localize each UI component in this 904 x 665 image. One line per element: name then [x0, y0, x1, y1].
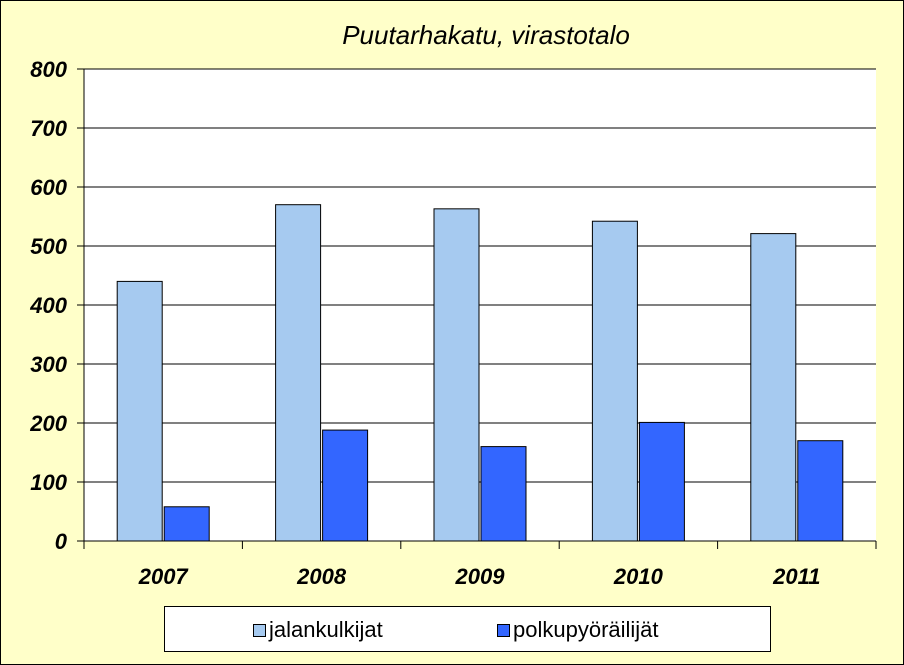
- legend-swatch-polkupyorailijat: [497, 623, 510, 637]
- bar-jalankulkijat-2009: [433, 208, 480, 542]
- gridlines: [84, 68, 876, 483]
- bar-polkupyöräilijät-2010: [638, 421, 685, 542]
- x-tick-label-2011: 2011: [772, 564, 820, 589]
- legend-item-jalankulkijat: jalankulkijat: [253, 619, 383, 641]
- bars: [116, 204, 844, 542]
- bar-polkupyöräilijät-2011: [797, 440, 844, 542]
- bar-jalankulkijat-2007: [116, 280, 163, 542]
- x-axis-tick-labels: 2007 2008 2009 2010 2011: [138, 564, 821, 589]
- legend: jalankulkijat polkupyöräilijät: [164, 606, 771, 652]
- legend-label-jalankulkijat: jalankulkijat: [269, 617, 383, 642]
- y-tick-label-300: 300: [30, 352, 67, 377]
- y-tick-label-700: 700: [30, 116, 67, 141]
- bar-polkupyöräilijät-2009: [480, 446, 527, 542]
- y-tick-label-200: 200: [29, 411, 67, 436]
- bar-jalankulkijat-2010: [591, 220, 638, 542]
- bar-polkupyöräilijät-2007: [163, 506, 210, 542]
- bar-jalankulkijat-2011: [750, 233, 797, 542]
- x-tick-label-2009: 2009: [455, 564, 506, 589]
- legend-label-polkupyorailijat: polkupyöräilijät: [513, 617, 659, 642]
- y-tick-label-500: 500: [30, 234, 67, 259]
- legend-swatch-jalankulkijat: [253, 623, 266, 637]
- y-tick-label-600: 600: [30, 175, 67, 200]
- x-tick-label-2010: 2010: [613, 564, 664, 589]
- y-tick-label-800: 800: [30, 57, 67, 82]
- y-tick-label-400: 400: [29, 293, 67, 318]
- y-axis-tick-labels: 0 100 200 300 400 500 600 700 800: [29, 57, 67, 554]
- y-tick-label-100: 100: [30, 470, 67, 495]
- axes: [77, 68, 877, 549]
- bar-jalankulkijat-2008: [275, 204, 322, 542]
- legend-item-polkupyorailijat: polkupyöräilijät: [497, 619, 659, 641]
- y-tick-label-0: 0: [55, 529, 68, 554]
- x-tick-label-2008: 2008: [296, 564, 347, 589]
- x-tick-label-2007: 2007: [138, 564, 190, 589]
- chart-title: Puutarhakatu, virastotalo: [342, 20, 630, 50]
- bar-polkupyöräilijät-2008: [322, 429, 369, 542]
